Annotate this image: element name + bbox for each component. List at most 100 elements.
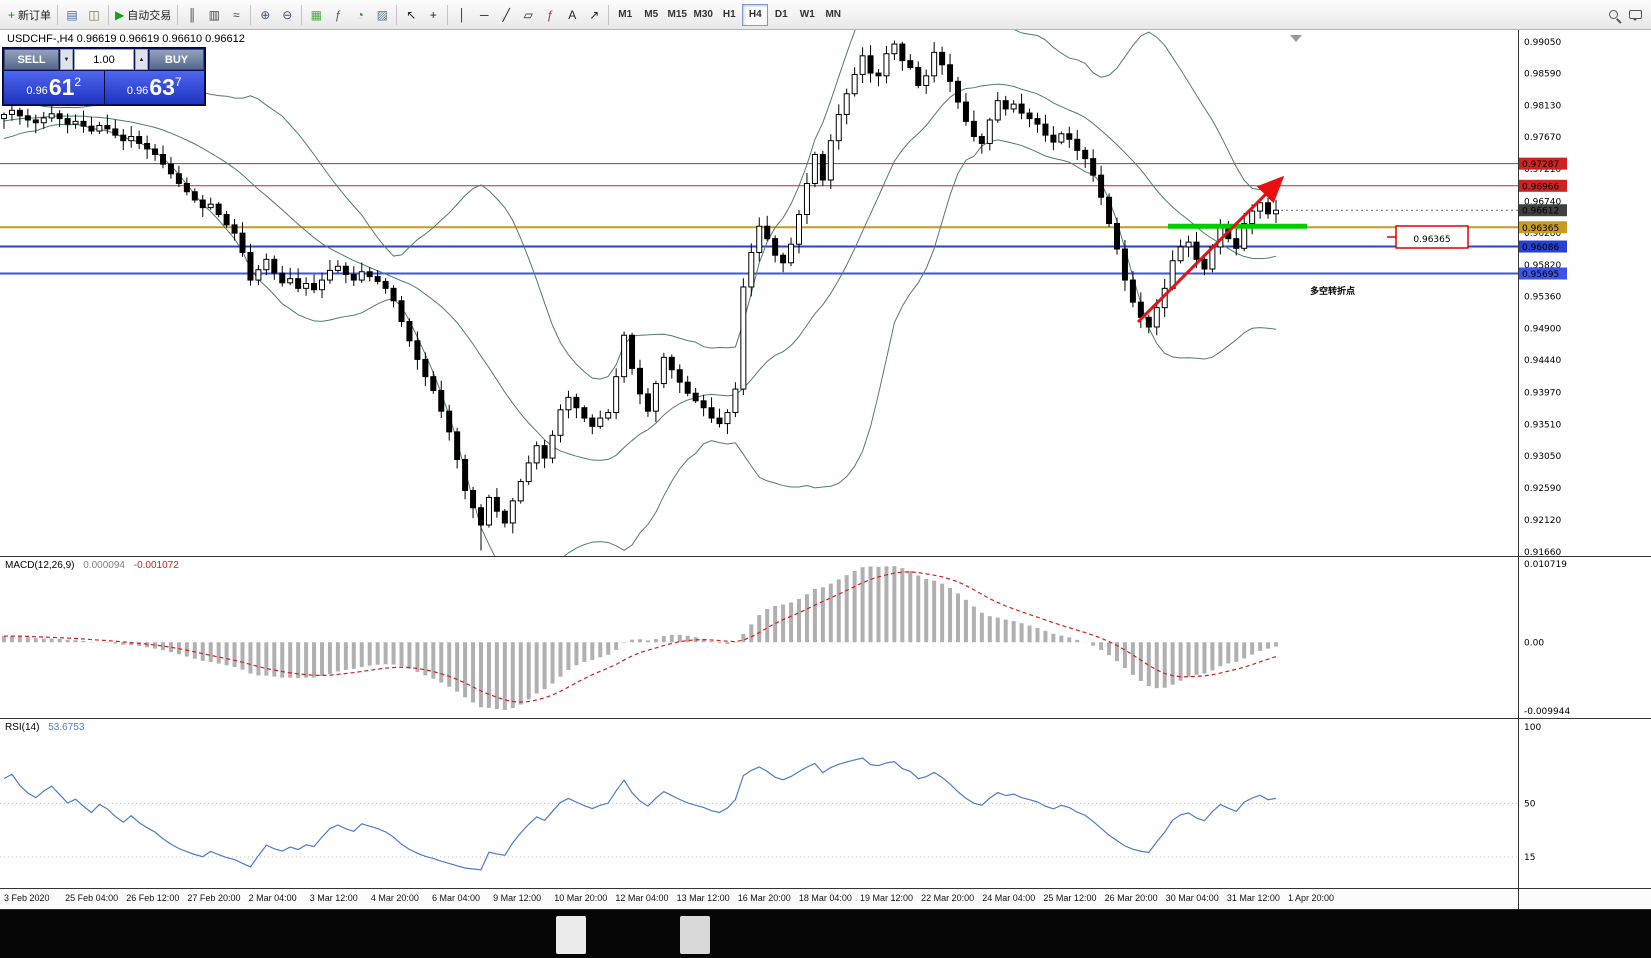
timeframe-w1-button[interactable]: W1 xyxy=(794,4,820,26)
toolbar-separator xyxy=(177,4,179,25)
candle-body xyxy=(311,283,318,291)
rsi-panel-canvas[interactable]: 100 50 15 xyxy=(0,719,1651,888)
panel-separator[interactable] xyxy=(0,888,1651,889)
bar-chart-icon: ║ xyxy=(187,7,197,22)
autotrading-button[interactable]: ▶ 自动交易 xyxy=(112,4,174,26)
candle-body xyxy=(1074,138,1081,151)
profiles-icon: ◫ xyxy=(88,7,100,22)
price-axis-badge xyxy=(1519,179,1567,192)
horizontal-line-button[interactable]: ─ xyxy=(473,4,495,26)
channel-button[interactable]: ▱ xyxy=(517,4,539,26)
buy-price-pip: 7 xyxy=(174,75,182,89)
candle-body xyxy=(191,191,198,201)
trendline-icon: ╱ xyxy=(502,7,510,22)
sell-price-display[interactable]: 0.96 61 2 xyxy=(4,71,104,104)
time-axis-label: 16 Mar 20:00 xyxy=(737,893,791,903)
timeframe-mn-button[interactable]: MN xyxy=(820,4,846,26)
macd-panel-canvas[interactable]: 0.010719 0.00 -0.009944 xyxy=(0,557,1651,718)
candle-body xyxy=(263,258,270,271)
rsi-name: RSI(14) xyxy=(5,722,40,733)
templates-button[interactable]: ▨ xyxy=(371,4,393,26)
macd-indicator-label: MACD(12,26,9) 0.000094 -0.001072 xyxy=(5,560,179,571)
candle-body xyxy=(978,136,985,144)
candle-body xyxy=(1090,158,1097,176)
candle-body xyxy=(803,182,810,216)
candlestick-button[interactable]: ▥ xyxy=(203,4,225,26)
toolbar-separator xyxy=(301,4,303,25)
taskbar-item[interactable] xyxy=(680,916,710,954)
candle-body xyxy=(1153,307,1160,328)
lot-increase-button[interactable]: ▲ xyxy=(135,49,148,70)
price-axis-label: 0.98590 xyxy=(1524,70,1561,80)
trendline-button[interactable]: ╱ xyxy=(495,4,517,26)
panel-separator[interactable] xyxy=(0,556,1651,557)
chat-button[interactable] xyxy=(1624,4,1646,26)
price-callout-box[interactable] xyxy=(1395,225,1469,249)
candle-body xyxy=(175,173,182,184)
indicators-button[interactable]: ƒ xyxy=(327,4,349,26)
price-axis-label: 0.97210 xyxy=(1524,165,1561,175)
candle-body xyxy=(1058,133,1065,143)
cycles-button[interactable]: ◔ xyxy=(349,4,371,26)
charts-window-button[interactable]: ▤ xyxy=(61,4,83,26)
line-chart-button[interactable]: ≈ xyxy=(225,4,247,26)
scroll-to-end-marker[interactable] xyxy=(1290,35,1302,42)
time-axis-label: 25 Feb 04:00 xyxy=(65,893,119,903)
timeframe-m30-button[interactable]: M30 xyxy=(690,4,716,26)
panel-separator[interactable] xyxy=(0,718,1651,719)
trend-arrow[interactable] xyxy=(1136,175,1285,324)
timeframe-h4-button[interactable]: H4 xyxy=(742,3,769,26)
timeframe-m1-button[interactable]: M1 xyxy=(612,4,638,26)
cursor-button[interactable]: ↖ xyxy=(400,4,422,26)
lot-decrease-button[interactable]: ▼ xyxy=(60,49,73,70)
bar-chart-button[interactable]: ║ xyxy=(181,4,203,26)
candle-body xyxy=(740,286,747,390)
rsi-value: 53.6753 xyxy=(48,722,85,733)
candle-body xyxy=(1233,238,1240,249)
price-axis-badge-text: 0.96966 xyxy=(1522,182,1559,192)
candle-body xyxy=(923,75,930,86)
candle-body xyxy=(637,367,643,395)
turning-point-annotation[interactable]: 多空转折点 xyxy=(1310,285,1355,297)
search-button[interactable] xyxy=(1602,4,1624,26)
sell-button[interactable]: SELL xyxy=(4,49,59,70)
macd-axis-label: 0.00 xyxy=(1524,638,1544,648)
new-order-button[interactable]: + 新订单 xyxy=(5,4,54,26)
time-axis-label: 6 Mar 04:00 xyxy=(432,893,481,903)
candle-body xyxy=(827,140,834,181)
candle-body xyxy=(1066,133,1073,140)
arrows-button[interactable]: ↗ xyxy=(583,4,605,26)
candle-body xyxy=(1249,210,1256,224)
candle-body xyxy=(1185,241,1192,248)
indicators-icon: ƒ xyxy=(334,7,342,22)
buy-price-display[interactable]: 0.96 63 7 xyxy=(103,71,204,104)
channel-icon: ▱ xyxy=(523,7,533,22)
zoom-out-button[interactable]: ⊖ xyxy=(276,4,298,26)
candle-body xyxy=(660,356,667,385)
candle-body xyxy=(319,279,325,291)
candle-body xyxy=(279,272,286,284)
text-button[interactable]: A xyxy=(561,4,583,26)
price-axis[interactable]: 0.99050 0.98590 0.98130 0.97670 0.97210 0.967… xyxy=(1519,38,1567,556)
taskbar-item[interactable] xyxy=(556,916,586,954)
timeframe-h1-button[interactable]: H1 xyxy=(716,4,742,26)
candle-body xyxy=(891,43,898,55)
time-axis[interactable]: 3 Feb 2020 25 Feb 04:00 26 Feb 12:00 27 Feb… xyxy=(0,889,1651,909)
price-chart-canvas[interactable]: 多空转折点 0.96365 0.99050 0.98590 0.98130 0.97670… xyxy=(0,30,1651,556)
profiles-button[interactable]: ◫ xyxy=(83,4,105,26)
buy-button[interactable]: BUY xyxy=(149,49,204,70)
zoom-in-button[interactable]: ⊕ xyxy=(254,4,276,26)
fibonacci-button[interactable]: ƒ xyxy=(539,4,561,26)
candle-body xyxy=(64,118,71,125)
vertical-line-button[interactable]: │ xyxy=(451,4,473,26)
tile-windows-button[interactable]: ▦ xyxy=(305,4,327,26)
candle-body xyxy=(867,55,874,74)
candle-body xyxy=(112,128,119,136)
timeframe-d1-button[interactable]: D1 xyxy=(768,4,794,26)
lot-size-input[interactable] xyxy=(74,49,134,70)
crosshair-button[interactable]: + xyxy=(422,4,444,26)
toolbar-separator xyxy=(608,4,610,25)
timeframe-m15-button[interactable]: M15 xyxy=(664,4,690,26)
zoom-in-icon: ⊕ xyxy=(260,7,271,22)
timeframe-m5-button[interactable]: M5 xyxy=(638,4,664,26)
